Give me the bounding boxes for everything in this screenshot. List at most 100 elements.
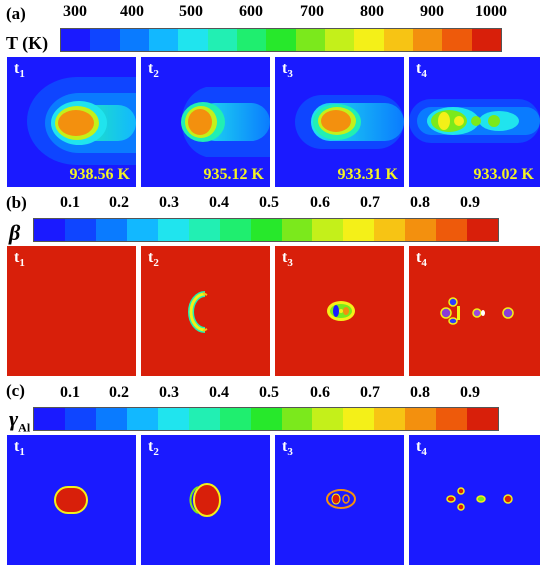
- colorbar-swatch: [126, 219, 158, 241]
- colorbar-swatch: [442, 29, 472, 51]
- panel-c-t2: t2: [141, 435, 270, 565]
- colorbar-b-tick: 0.8: [410, 194, 430, 211]
- colorbar-b-tick: 0.4: [209, 194, 229, 211]
- colorbar-a-tick: 400: [120, 3, 144, 20]
- panel-c-t1: t1: [7, 435, 136, 565]
- panel-b-t1: t1: [7, 246, 136, 376]
- colorbar-swatch: [34, 408, 65, 430]
- panel-a-temperature: 935.12 K: [203, 166, 264, 183]
- colorbar-a-tick: 600: [239, 3, 263, 20]
- colorbar-swatch: [295, 29, 325, 51]
- colorbar-swatch: [312, 408, 344, 430]
- panel-c-t4: t4: [409, 435, 540, 565]
- section-b-label: (b): [6, 193, 27, 212]
- colorbar-swatch: [436, 219, 468, 241]
- colorbar-b-tick: 0.6: [310, 194, 330, 211]
- panel-c-time-label: t1: [14, 438, 25, 459]
- colorbar-c-ticks: 0.1 0.2 0.3 0.4 0.5 0.6 0.7 0.8 0.9: [0, 384, 550, 404]
- panel-c-t3: t3: [275, 435, 404, 565]
- colorbar-a-ticks: 300 400 500 600 700 800 900 1000: [0, 3, 550, 23]
- colorbar-c-tick: 0.5: [259, 384, 279, 401]
- colorbar-swatch: [412, 29, 443, 51]
- colorbar-a-tick: 700: [300, 3, 324, 20]
- panel-c-time-label: t4: [416, 438, 427, 459]
- colorbar-c-tick: 0.3: [159, 384, 179, 401]
- colorbar-swatch: [157, 219, 189, 241]
- colorbar-c-tick: 0.6: [310, 384, 330, 401]
- colorbar-b: [33, 218, 499, 242]
- colorbar-swatch: [374, 219, 406, 241]
- colorbar-swatch: [61, 29, 91, 51]
- colorbar-b-tick: 0.5: [259, 194, 279, 211]
- colorbar-swatch: [405, 219, 437, 241]
- temperature-field: [7, 57, 136, 187]
- colorbar-b-tick: 0.1: [60, 194, 80, 211]
- colorbar-b-tick: 0.2: [109, 194, 129, 211]
- panel-a-t1: t1 938.56 K: [7, 57, 136, 187]
- colorbar-swatch: [34, 219, 65, 241]
- colorbar-swatch: [64, 408, 96, 430]
- colorbar-swatch: [467, 408, 499, 430]
- phase-field: [327, 301, 355, 321]
- temperature-field: [275, 57, 404, 187]
- colorbar-a-tick: 900: [420, 3, 444, 20]
- colorbar-swatch: [250, 408, 282, 430]
- concentration-field: [54, 486, 88, 514]
- colorbar-swatch: [95, 219, 127, 241]
- phase-field: [440, 297, 514, 325]
- colorbar-swatch: [383, 29, 413, 51]
- colorbar-b-symbol: β: [9, 220, 21, 245]
- colorbar-swatch: [374, 408, 406, 430]
- panel-a-t4: t4 933.02 K: [409, 57, 540, 187]
- colorbar-swatch: [236, 29, 267, 51]
- colorbar-b-tick: 0.7: [360, 194, 380, 211]
- colorbar-swatch: [471, 29, 501, 51]
- panel-a-temperature: 938.56 K: [69, 166, 130, 183]
- colorbar-swatch: [95, 408, 127, 430]
- colorbar-swatch: [436, 408, 468, 430]
- panel-a-time-label: t1: [14, 60, 25, 81]
- panel-a-t3: t3 933.31 K: [275, 57, 404, 187]
- colorbar-swatch: [281, 408, 313, 430]
- colorbar-a-symbol: T (K): [6, 33, 49, 53]
- colorbar-swatch: [157, 408, 189, 430]
- temperature-field: [409, 57, 540, 187]
- panel-a-temperature: 933.31 K: [337, 166, 398, 183]
- colorbar-swatch: [148, 29, 179, 51]
- colorbar-a-tick: 1000: [475, 3, 507, 20]
- concentration-field: [446, 487, 513, 511]
- colorbar-a-tick: 500: [179, 3, 203, 20]
- temperature-field: [141, 57, 270, 187]
- colorbar-swatch: [266, 29, 296, 51]
- colorbar-swatch: [119, 29, 149, 51]
- colorbar-b-ticks: 0.1 0.2 0.3 0.4 0.5 0.6 0.7 0.8 0.9: [0, 194, 550, 214]
- colorbar-swatch: [188, 408, 220, 430]
- colorbar-c-tick: 0.9: [460, 384, 480, 401]
- colorbar-swatch: [250, 219, 282, 241]
- colorbar-swatch: [126, 408, 158, 430]
- panel-b-t2: t2: [141, 246, 270, 376]
- colorbar-a: [60, 28, 502, 52]
- colorbar-swatch: [312, 219, 344, 241]
- colorbar-b-tick: 0.9: [460, 194, 480, 211]
- colorbar-swatch: [90, 29, 120, 51]
- phase-field: [188, 291, 208, 333]
- panel-a-t2: t2 935.12 K: [141, 57, 270, 187]
- panel-b-time-label: t1: [14, 249, 25, 270]
- concentration-field: [189, 483, 221, 517]
- panel-a-time-label: t2: [148, 60, 159, 81]
- panel-c-time-label: t3: [282, 438, 293, 459]
- colorbar-c: [33, 407, 499, 431]
- colorbar-swatch: [467, 219, 499, 241]
- panel-b-time-label: t2: [148, 249, 159, 270]
- panel-a-time-label: t4: [416, 60, 427, 81]
- colorbar-c-tick: 0.8: [410, 384, 430, 401]
- colorbar-c-tick: 0.7: [360, 384, 380, 401]
- colorbar-swatch: [281, 219, 313, 241]
- colorbar-swatch: [343, 219, 375, 241]
- colorbar-a-tick: 300: [63, 3, 87, 20]
- panel-b-t4: t4: [409, 246, 540, 376]
- colorbar-swatch: [354, 29, 384, 51]
- concentration-field: [326, 489, 356, 509]
- section-a-label: (a): [6, 4, 26, 23]
